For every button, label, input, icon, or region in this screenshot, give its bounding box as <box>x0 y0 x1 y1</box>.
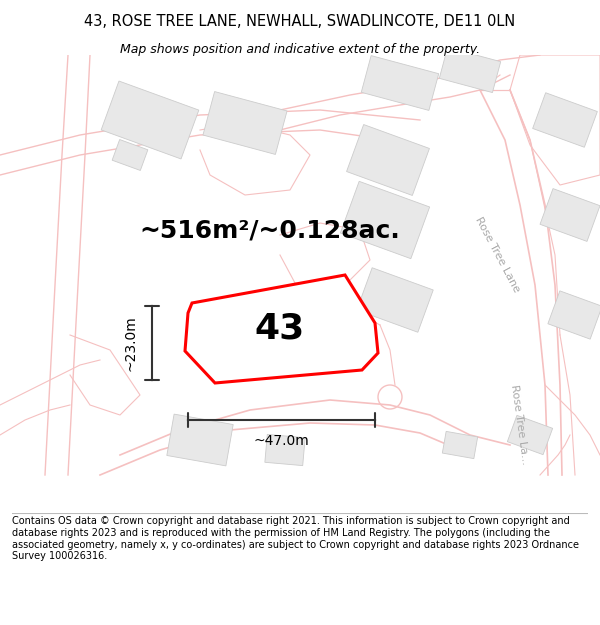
Polygon shape <box>357 268 433 332</box>
Polygon shape <box>439 48 501 92</box>
Polygon shape <box>548 291 600 339</box>
Polygon shape <box>185 275 378 383</box>
Text: 43: 43 <box>255 312 305 346</box>
Polygon shape <box>442 431 478 459</box>
Text: Rose Tree Lane: Rose Tree Lane <box>473 216 521 294</box>
Polygon shape <box>510 55 600 185</box>
Polygon shape <box>101 81 199 159</box>
Polygon shape <box>533 92 598 148</box>
Text: Contains OS data © Crown copyright and database right 2021. This information is : Contains OS data © Crown copyright and d… <box>12 516 579 561</box>
Text: Rose Tree La...: Rose Tree La... <box>509 384 530 466</box>
Text: ~516m²/~0.128ac.: ~516m²/~0.128ac. <box>140 218 400 242</box>
Polygon shape <box>340 181 430 259</box>
Polygon shape <box>508 416 553 454</box>
Text: ~47.0m: ~47.0m <box>254 434 310 448</box>
Polygon shape <box>361 56 439 111</box>
Polygon shape <box>112 139 148 171</box>
Polygon shape <box>347 124 430 196</box>
Polygon shape <box>203 91 287 154</box>
Polygon shape <box>540 189 600 241</box>
Text: ~23.0m: ~23.0m <box>124 315 138 371</box>
Text: 43, ROSE TREE LANE, NEWHALL, SWADLINCOTE, DE11 0LN: 43, ROSE TREE LANE, NEWHALL, SWADLINCOTE… <box>85 14 515 29</box>
Text: Map shows position and indicative extent of the property.: Map shows position and indicative extent… <box>120 43 480 56</box>
Polygon shape <box>265 434 305 466</box>
Polygon shape <box>167 414 233 466</box>
